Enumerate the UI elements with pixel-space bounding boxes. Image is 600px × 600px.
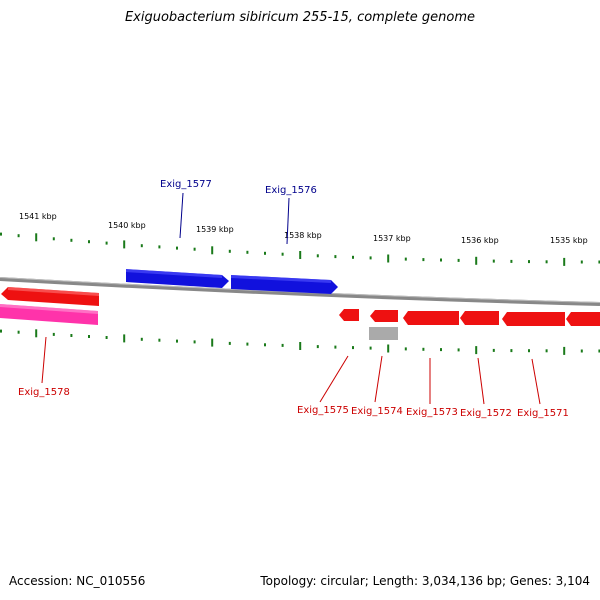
label-exig-1574[interactable]: Exig_1574 xyxy=(351,406,403,417)
connector-exig-1578 xyxy=(41,336,47,384)
gene-exig-1576[interactable] xyxy=(231,275,338,294)
gene-exig-1573[interactable] xyxy=(403,311,459,325)
tick-labels: 1541 kbp 1540 kbp 1539 kbp 1538 kbp 1537… xyxy=(19,212,588,245)
tick-label-1541: 1541 kbp xyxy=(19,212,57,221)
tick-row-top xyxy=(0,232,600,266)
tick-label-1535: 1535 kbp xyxy=(550,236,588,245)
label-exig-1578[interactable]: Exig_1578 xyxy=(18,387,70,398)
connector-exig-1576 xyxy=(286,197,290,245)
tick-label-1538: 1538 kbp xyxy=(284,231,322,240)
gene-edge-right[interactable] xyxy=(566,312,600,326)
connector-exig-1575 xyxy=(319,355,349,403)
label-exig-1576[interactable]: Exig_1576 xyxy=(265,185,317,196)
tick-label-1536: 1536 kbp xyxy=(461,236,499,245)
label-exig-1571[interactable]: Exig_1571 xyxy=(517,408,569,419)
gene-exig-1572[interactable] xyxy=(460,311,499,325)
accession-text: Accession: NC_010556 xyxy=(9,574,146,588)
gene-exig-1574[interactable] xyxy=(370,310,398,322)
connector-exig-1572 xyxy=(477,357,485,405)
tick-label-1539: 1539 kbp xyxy=(196,225,234,234)
label-exig-1572[interactable]: Exig_1572 xyxy=(460,408,512,419)
gene-exig-1578-pseudo[interactable] xyxy=(0,304,98,325)
genome-backbone xyxy=(0,277,600,306)
connector-exig-1574 xyxy=(374,355,383,403)
genome-title: Exiguobacterium sibiricum 255-15, comple… xyxy=(124,10,476,25)
connector-exig-1577 xyxy=(179,192,184,239)
tick-label-1537: 1537 kbp xyxy=(373,234,411,243)
genome-summary-text: Topology: circular; Length: 3,034,136 bp… xyxy=(260,574,590,588)
label-exig-1577[interactable]: Exig_1577 xyxy=(160,179,212,190)
feature-exig-1574-other[interactable] xyxy=(369,327,398,340)
label-exig-1575[interactable]: Exig_1575 xyxy=(297,405,349,416)
gene-exig-1575[interactable] xyxy=(339,309,359,321)
tick-label-1540: 1540 kbp xyxy=(108,221,146,230)
connector-exig-1571 xyxy=(531,358,541,405)
gene-exig-1578[interactable] xyxy=(1,287,99,306)
tick-row-bottom xyxy=(0,329,600,355)
gene-exig-1577[interactable] xyxy=(126,269,229,288)
label-exig-1573[interactable]: Exig_1573 xyxy=(406,407,458,418)
gene-exig-1571[interactable] xyxy=(502,312,565,326)
